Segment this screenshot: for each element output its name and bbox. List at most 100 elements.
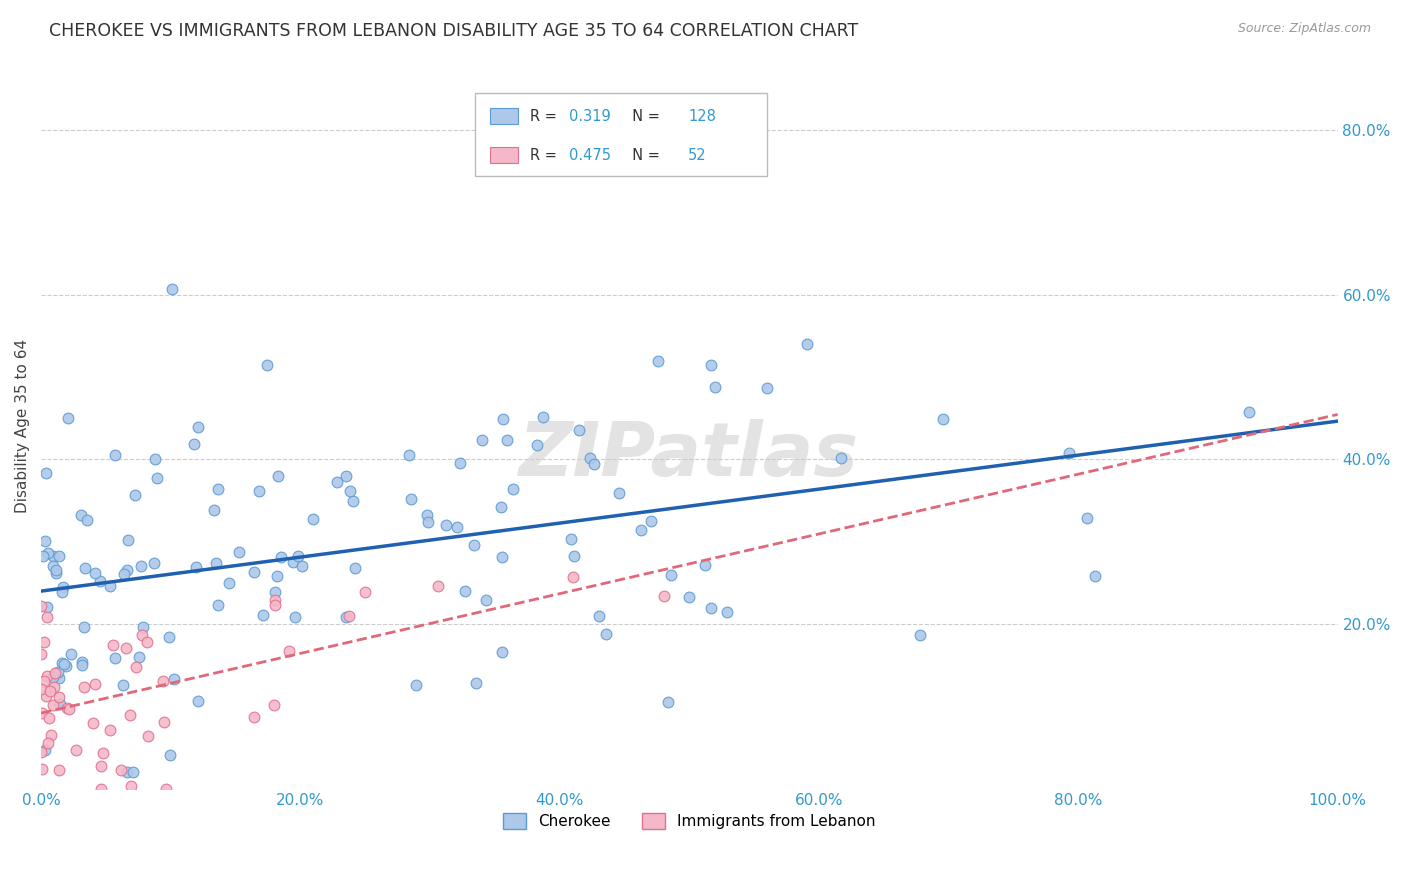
Point	[73, 620, 96, 634]
Point	[37, 545, 59, 559]
Point	[84, 676, 107, 690]
Point	[98, 579, 121, 593]
Point	[117, 765, 139, 780]
Point	[491, 411, 513, 425]
Point	[256, 358, 278, 372]
Point	[159, 747, 181, 762]
FancyBboxPatch shape	[489, 108, 519, 124]
Point	[136, 729, 159, 743]
Point	[48, 764, 70, 778]
Point	[70, 657, 93, 672]
Point	[496, 433, 519, 447]
FancyBboxPatch shape	[475, 93, 768, 177]
Point	[264, 585, 287, 599]
Point	[101, 638, 124, 652]
Point	[640, 514, 662, 528]
Point	[454, 584, 477, 599]
Point	[41, 549, 63, 563]
Point	[187, 419, 209, 434]
Point	[263, 599, 285, 613]
Point	[416, 508, 439, 523]
Point	[112, 567, 135, 582]
Point	[434, 518, 457, 533]
Point	[82, 715, 104, 730]
Point	[32, 549, 55, 563]
Point	[243, 709, 266, 723]
Point	[398, 448, 420, 462]
Point	[583, 457, 606, 471]
Point	[183, 437, 205, 451]
Point	[446, 520, 468, 534]
Point	[471, 434, 494, 448]
Point	[405, 678, 427, 692]
Point	[104, 448, 127, 462]
Point	[136, 635, 159, 649]
Point	[30, 599, 52, 613]
Point	[31, 706, 53, 720]
Point	[502, 482, 524, 496]
Point	[464, 675, 486, 690]
Point	[38, 683, 60, 698]
Text: R =: R =	[530, 148, 561, 163]
Point	[335, 469, 357, 483]
Point	[344, 560, 367, 574]
Point	[42, 698, 65, 712]
Point	[339, 483, 361, 498]
Point	[796, 337, 818, 351]
Point	[647, 354, 669, 368]
Point	[252, 608, 274, 623]
Point	[46, 665, 69, 679]
Text: Source: ZipAtlas.com: Source: ZipAtlas.com	[1237, 22, 1371, 36]
Point	[120, 780, 142, 794]
Point	[44, 680, 66, 694]
Point	[32, 634, 55, 648]
Point	[52, 580, 75, 594]
Point	[153, 714, 176, 729]
Point	[70, 508, 93, 522]
Point	[526, 438, 548, 452]
Point	[657, 695, 679, 709]
Point	[579, 451, 602, 466]
Text: ZIPatlas: ZIPatlas	[519, 418, 859, 491]
Point	[76, 513, 98, 527]
Text: 0.475: 0.475	[569, 148, 610, 163]
Point	[562, 570, 585, 584]
Point	[37, 610, 59, 624]
Point	[263, 593, 285, 607]
Point	[73, 681, 96, 695]
Point	[302, 511, 325, 525]
Point	[30, 745, 52, 759]
Point	[89, 574, 111, 588]
Point	[115, 641, 138, 656]
Point	[588, 609, 610, 624]
Point	[48, 549, 70, 563]
Point	[242, 565, 264, 579]
Point	[326, 475, 349, 490]
Point	[342, 494, 364, 508]
Point	[475, 592, 498, 607]
Point	[700, 358, 723, 372]
Point	[34, 534, 56, 549]
Point	[186, 560, 208, 574]
Point	[187, 694, 209, 708]
Point	[131, 620, 153, 634]
Point	[716, 605, 738, 619]
Point	[32, 674, 55, 689]
Point	[55, 659, 77, 673]
Point	[75, 560, 97, 574]
Point	[30, 647, 52, 661]
Point	[562, 549, 585, 563]
Point	[1057, 446, 1080, 460]
Point	[117, 563, 139, 577]
Point	[416, 516, 439, 530]
Point	[31, 762, 53, 776]
Point	[595, 627, 617, 641]
Point	[700, 601, 723, 615]
Text: 52: 52	[688, 148, 707, 163]
Point	[142, 556, 165, 570]
Point	[678, 590, 700, 604]
Point	[91, 747, 114, 761]
Point	[489, 500, 512, 514]
Point	[129, 558, 152, 573]
Point	[37, 599, 59, 614]
